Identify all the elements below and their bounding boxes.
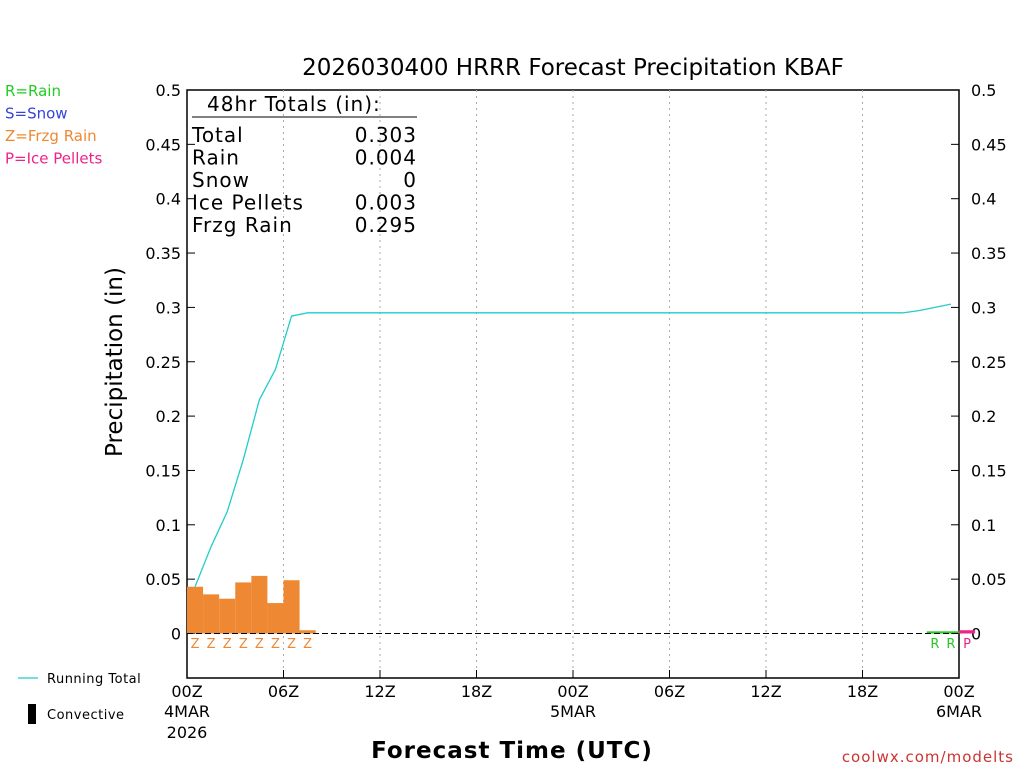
precip-bar	[219, 598, 236, 634]
x-tick-label: 00Z	[943, 682, 974, 701]
y-tick-label-right: 0.25	[971, 353, 1007, 372]
precip-type-label: R	[930, 637, 939, 652]
y-tick-label-left: 0.15	[145, 461, 181, 480]
precip-bar	[283, 580, 300, 634]
y-tick-label-right: 0.05	[971, 570, 1007, 589]
x-axis-label: Forecast Time (UTC)	[371, 738, 653, 764]
x-tick-label: 12Z	[750, 682, 781, 701]
totals-row-label: Ice Pellets	[192, 191, 304, 215]
y-tick-label-right: 0.4	[971, 190, 996, 209]
y-tick-label-left: 0.2	[156, 407, 181, 426]
precip-bar	[187, 586, 204, 634]
y-tick-label-right: 0.5	[971, 81, 996, 100]
x-tick-date: 5MAR	[550, 702, 596, 721]
y-tick-label-left: 0.25	[145, 353, 181, 372]
precip-bars	[187, 575, 976, 634]
x-tick-label: 00Z	[171, 682, 202, 701]
x-tick-date: 4MAR	[164, 702, 210, 721]
y-tick-label-left: 0.45	[145, 135, 181, 154]
totals-row-label: Snow	[192, 168, 250, 192]
precip-type-label: R	[946, 637, 955, 652]
x-tick-year: 2026	[167, 723, 208, 742]
vertical-gridlines	[283, 90, 863, 678]
y-tick-label-right: 0.35	[971, 244, 1007, 263]
totals-heading: 48hr Totals (in):	[207, 92, 381, 116]
y-axis-right: 0 0.05 0.1 0.15 0.2 0.25 0.3 0.35 0.4 0.45 0.5	[951, 81, 1007, 644]
running-total-line	[194, 303, 952, 588]
y-tick-label-left: 0.3	[156, 298, 181, 317]
y-tick-label-right: 0.2	[971, 407, 996, 426]
totals-row-value: 0.295	[355, 213, 417, 237]
precip-bar	[267, 603, 284, 634]
convective-legend-swatch	[28, 704, 36, 724]
credit-text: coolwx.com/modelts	[842, 748, 1014, 766]
precip-bar	[235, 582, 252, 634]
totals-box: 48hr Totals (in): Total 0.303 Rain 0.004 Sno…	[191, 92, 417, 237]
x-tick-label: 06Z	[268, 682, 299, 701]
precip-type-label: P	[963, 637, 971, 652]
series-legend-label: Convective	[47, 708, 125, 723]
y-tick-label-right: 0.15	[971, 461, 1007, 480]
precip-bar	[251, 575, 268, 634]
totals-row-value: 0.004	[355, 146, 417, 170]
totals-row-value: 0.003	[355, 191, 417, 215]
y-tick-label-left: 0.05	[145, 570, 181, 589]
precip-bar	[959, 630, 976, 634]
y-axis-label: Precipitation (in)	[102, 267, 128, 457]
precip-type-label: Z	[287, 637, 296, 652]
y-tick-label-right: 0	[971, 625, 981, 644]
precip-type-label: Z	[207, 637, 216, 652]
totals-row-label: Rain	[192, 146, 240, 170]
x-tick-date: 6MAR	[936, 702, 982, 721]
totals-row-value: 0.303	[355, 123, 417, 147]
precip-type-label: Z	[303, 637, 312, 652]
x-tick-label: 06Z	[654, 682, 685, 701]
x-tick-label: 12Z	[364, 682, 395, 701]
x-tick-label: 18Z	[847, 682, 878, 701]
series-legend: Running Total Convective	[18, 672, 141, 724]
precip-type-label: Z	[255, 637, 264, 652]
y-tick-label-right: 0.3	[971, 298, 996, 317]
totals-row-label: Total	[191, 123, 244, 147]
y-tick-label-left: 0.35	[145, 244, 181, 263]
y-tick-label-left: 0	[171, 625, 181, 644]
y-tick-label-left: 0.1	[156, 516, 181, 535]
totals-row-label: Frzg Rain	[192, 213, 293, 237]
precip-bar	[926, 631, 943, 634]
precip-type-label: Z	[239, 637, 248, 652]
precip-type-label: Z	[191, 637, 200, 652]
type-legend: R=Rain S=Snow Z=Frzg Rain P=Ice Pellets	[5, 82, 102, 168]
type-legend-entry: Z=Frzg Rain	[5, 127, 97, 145]
precip-type-label: Z	[223, 637, 232, 652]
chart-title: 2026030400 HRRR Forecast Precipitation K…	[302, 55, 844, 81]
precip-bar	[942, 631, 959, 634]
y-axis-left: 0 0.05 0.1 0.15 0.2 0.25 0.3 0.35 0.4 0.45 0.5	[145, 81, 195, 644]
type-legend-entry: S=Snow	[5, 105, 68, 123]
x-tick-label: 00Z	[557, 682, 588, 701]
y-tick-label-right: 0.1	[971, 516, 996, 535]
type-legend-entry: R=Rain	[5, 82, 61, 100]
type-legend-entry: P=Ice Pellets	[5, 150, 102, 168]
precip-bar	[203, 594, 220, 634]
precip-bar	[299, 630, 316, 634]
totals-row-value: 0	[403, 168, 417, 192]
series-legend-label: Running Total	[47, 672, 141, 687]
y-tick-label-left: 0.4	[156, 190, 181, 209]
y-tick-label-right: 0.45	[971, 135, 1007, 154]
precip-type-label: Z	[271, 637, 280, 652]
x-tick-label: 18Z	[461, 682, 492, 701]
y-tick-label-left: 0.5	[156, 81, 181, 100]
